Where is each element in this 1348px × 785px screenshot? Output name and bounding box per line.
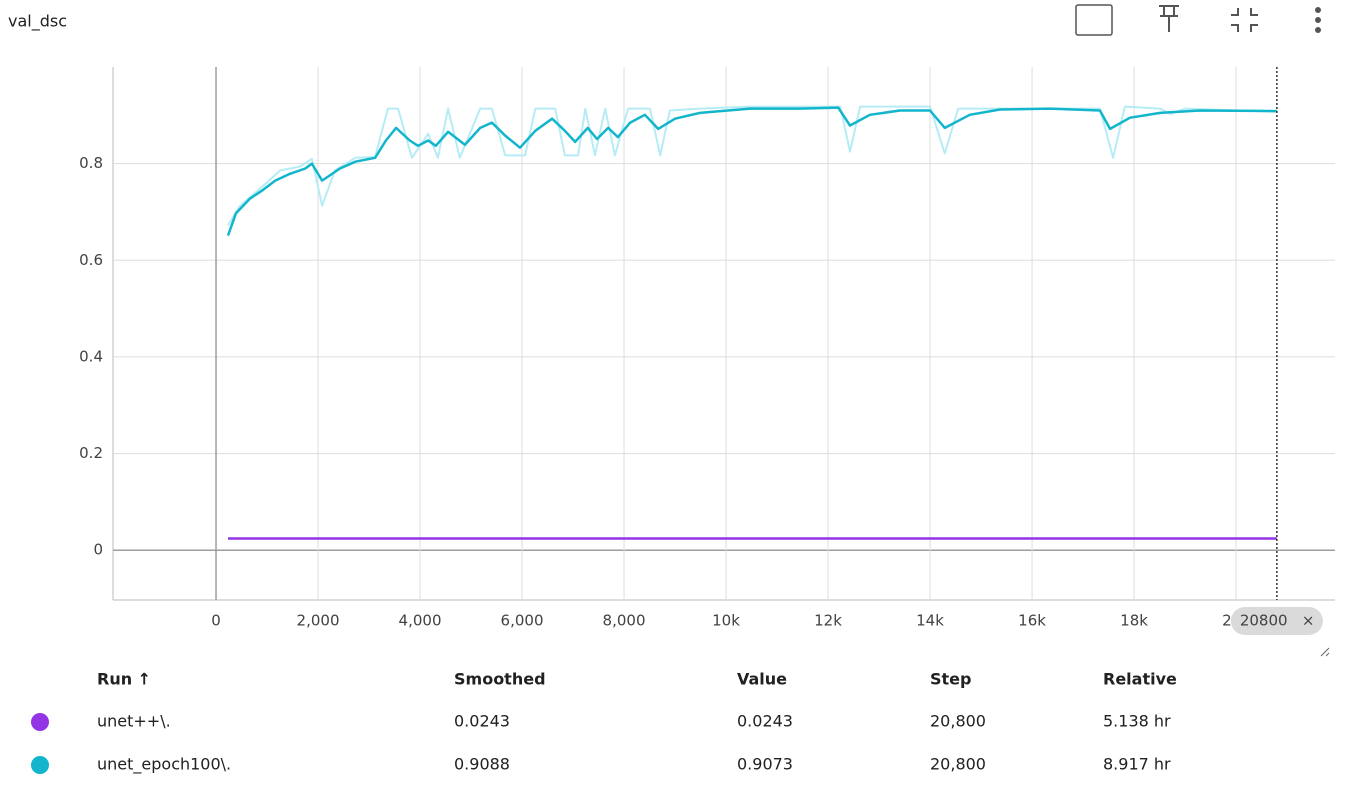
y-tick-label: 0.6 (79, 251, 103, 269)
run-color (31, 713, 49, 731)
cell: 8.917 hr (1103, 755, 1171, 774)
hover-step: 20800 (1240, 612, 1288, 630)
pin-button[interactable] (1159, 5, 1179, 32)
x-tick-label: 16k (1018, 612, 1046, 630)
x-tick-label: 12k (814, 612, 842, 630)
resize-handle[interactable] (1320, 647, 1330, 657)
overlay: 20800 × (1230, 67, 1323, 635)
x-tick-label: 8,000 (603, 612, 646, 630)
y-tick-label: 0.4 (79, 347, 103, 365)
x-tick-label: 14k (916, 612, 944, 630)
chart-title: val_dsc (8, 12, 67, 32)
x-tick-label: 0 (211, 612, 221, 630)
series-line (226, 106, 1277, 237)
cell: 0.9088 (454, 755, 510, 774)
column-header: Value (737, 670, 787, 689)
cell: 5.138 hr (1103, 712, 1171, 731)
run-table: Run ↑ Smoothed Value Step Relative unet++\. 0.… (31, 670, 1177, 775)
cell: 20,800 (930, 712, 986, 731)
plot-area (226, 105, 1277, 540)
y-tick-label: 0 (93, 541, 103, 559)
fullscreen-button[interactable] (1075, 4, 1113, 36)
column-header: Step (930, 670, 971, 689)
y-tick-label: 0.8 (79, 154, 103, 172)
column-header: Run ↑ (97, 670, 151, 689)
run-color (31, 756, 49, 774)
hover-close[interactable]: × (1302, 612, 1315, 630)
grid: 0 0.2 0.4 0.6 0.8 0 2,000 4,000 6,000 8,000 10k 12k… (79, 67, 1335, 630)
y-tick-label: 0.2 (79, 444, 103, 462)
cell: 0.9073 (737, 755, 793, 774)
run-name: unet++\. (97, 712, 171, 731)
collapse-button[interactable] (1231, 8, 1258, 32)
toolbar (1075, 4, 1321, 36)
cell: 20,800 (930, 755, 986, 774)
x-tick-label: 2,000 (297, 612, 340, 630)
x-tick-label: 18k (1120, 612, 1148, 630)
column-header: Relative (1103, 670, 1177, 689)
series-line (227, 105, 1277, 227)
cell: 0.0243 (737, 712, 793, 731)
x-tick-label: 4,000 (399, 612, 442, 630)
x-tick-label: 10k (712, 612, 740, 630)
cell: 0.0243 (454, 712, 510, 731)
hover-chip (1230, 607, 1323, 635)
x-tick-label: 6,000 (501, 612, 544, 630)
more-button[interactable] (1315, 7, 1321, 33)
run-name: unet_epoch100\. (97, 755, 231, 775)
column-header: Smoothed (454, 670, 546, 689)
